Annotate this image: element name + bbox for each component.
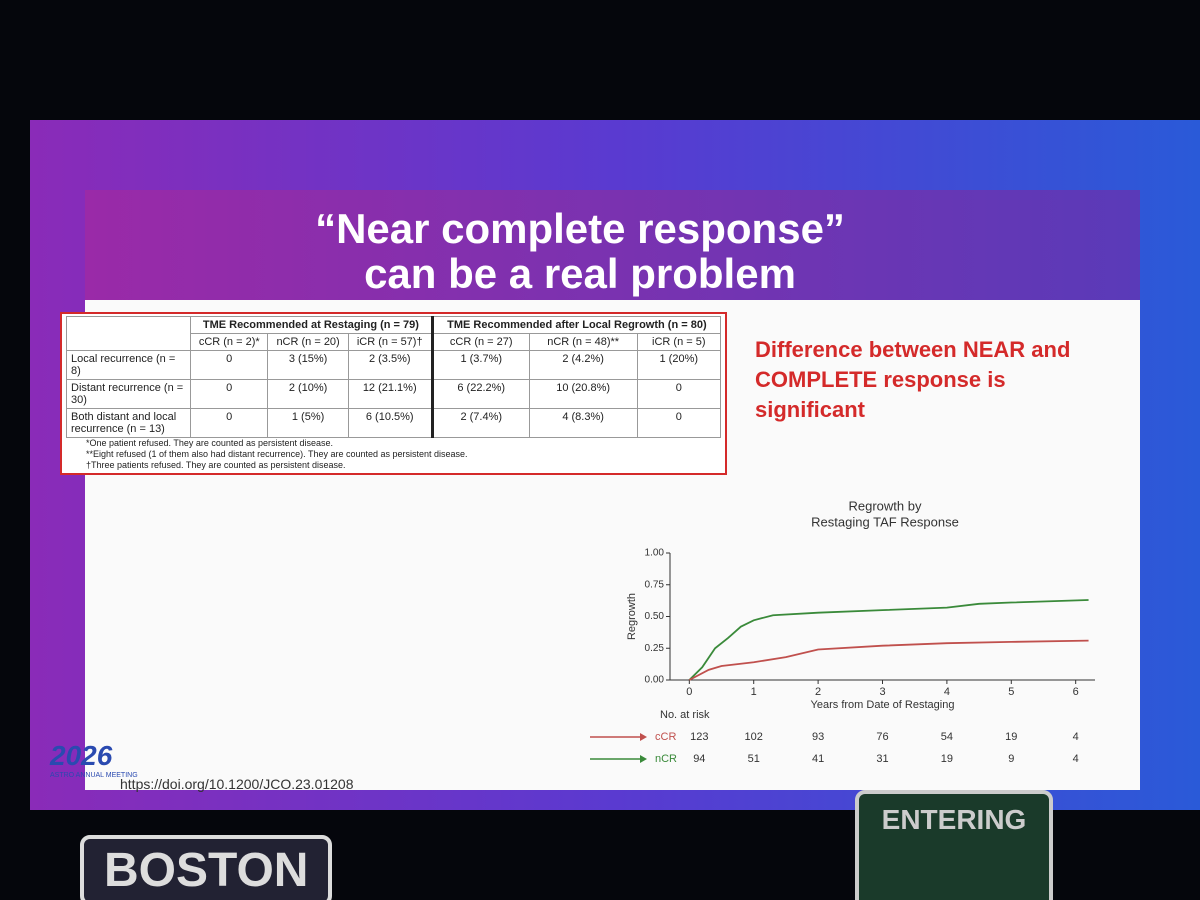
logo: 2026 — [50, 740, 113, 771]
row-label: Local recurrence (n = 8) — [66, 350, 191, 380]
table-cell: 0 — [636, 408, 722, 438]
table-cell: 0 — [189, 408, 269, 438]
risk-count: 31 — [876, 753, 888, 765]
table-row: Local recurrence (n = 8) 0 3 (15%) 2 (3.5%)… — [66, 350, 722, 380]
x-tick-label: 3 — [879, 686, 885, 698]
column-row: cCR (n = 2)* nCR (n = 20) iCR (n = 57)† cCR… — [67, 333, 722, 351]
callout: Difference between NEAR and COMPLETE res… — [755, 337, 1071, 422]
risk-count: 19 — [941, 753, 953, 765]
risk-count: 41 — [812, 753, 824, 765]
risk-row-label: nCR — [655, 753, 677, 765]
results-table: TME Recommended at Restaging (n = 79) TME… — [66, 316, 722, 438]
y-tick-label: 0.25 — [645, 643, 665, 654]
table-cell: 10 (20.8%) — [528, 379, 638, 409]
group-header: TME Recommended at Restaging (n = 79) — [190, 316, 433, 334]
x-tick-label: 1 — [751, 686, 757, 698]
y-axis-label: Regrowth — [626, 593, 638, 640]
logo-caption: ASTRO ANNUAL MEETING — [50, 772, 138, 779]
table-cell: 0 — [189, 379, 269, 409]
y-tick-label: 0.75 — [645, 579, 665, 590]
table-cell: 6 (22.2%) — [430, 379, 530, 409]
x-tick-label: 5 — [1008, 686, 1014, 698]
table-cell: 1 (3.7%) — [430, 350, 530, 380]
column-header: iCR (n = 5) — [636, 333, 722, 351]
footnote: **Eight refused (1 of them also had dist… — [86, 449, 468, 459]
table-cell: 3 (15%) — [267, 350, 349, 380]
risk-count: 123 — [690, 731, 708, 743]
risk-arrowhead — [640, 755, 647, 763]
footnote: †Three patients refused. They are counte… — [86, 460, 346, 470]
chart-title: Restaging TAF Response — [811, 514, 959, 529]
table-cell: 4 (8.3%) — [528, 408, 638, 438]
x-axis-label: Years from Date of Restaging — [811, 699, 955, 711]
risk-count: 4 — [1073, 731, 1079, 743]
title-banner — [85, 190, 1140, 300]
table-cell: 0 — [636, 379, 722, 409]
risk-count: 19 — [1005, 731, 1017, 743]
y-tick-label: 0.50 — [645, 611, 665, 622]
table-cell: 2 (4.2%) — [528, 350, 638, 380]
risk-count: 9 — [1008, 753, 1014, 765]
column-header: nCR (n = 48)** — [528, 333, 638, 351]
street-sign: BOSTON — [80, 835, 333, 900]
doi-link: https://doi.org/10.1200/JCO.23.01208 — [120, 776, 354, 792]
column-header: nCR (n = 20) — [267, 333, 349, 351]
column-header: cCR (n = 27) — [430, 333, 530, 351]
risk-row-label: cCR — [655, 731, 676, 743]
slide-title: can be a real problem — [364, 250, 796, 297]
table-cell: 2 (7.4%) — [430, 408, 530, 438]
table-cell: 1 (20%) — [636, 350, 722, 380]
row-label: Distant recurrence (n = 30) — [66, 379, 191, 409]
x-tick-label: 0 — [686, 686, 692, 698]
x-tick-label: 2 — [815, 686, 821, 698]
risk-count: 94 — [693, 753, 705, 765]
x-tick-label: 6 — [1073, 686, 1079, 698]
table-row: Both distant and local recurrence (n = 1… — [66, 408, 722, 438]
column-header: cCR (n = 2)* — [189, 333, 269, 351]
y-tick-label: 0.00 — [645, 675, 665, 686]
x-tick-label: 4 — [944, 686, 950, 698]
risk-count: 93 — [812, 731, 824, 743]
table-row: Distant recurrence (n = 30) 0 2 (10%) 12 (2… — [66, 379, 722, 409]
footnotes: *One patient refused. They are counted a… — [66, 438, 721, 471]
table-cell: 1 (5%) — [267, 408, 349, 438]
km-curve — [688, 639, 1089, 681]
risk-count: 4 — [1073, 753, 1079, 765]
corner-cell — [66, 316, 191, 351]
slide-title: “Near complete response” — [315, 205, 845, 252]
row-label: Both distant and local recurrence (n = 1… — [66, 408, 191, 438]
risk-count: 102 — [745, 731, 763, 743]
risk-count: 54 — [941, 731, 953, 743]
footnote: *One patient refused. They are counted a… — [86, 438, 333, 448]
table-cell: 2 (10%) — [267, 379, 349, 409]
table-cell: 0 — [189, 350, 269, 380]
column-header: iCR (n = 57)† — [347, 333, 433, 351]
chart-title: Regrowth by — [849, 498, 922, 513]
town-sign: ENTERING — [855, 790, 1053, 900]
group-row: TME Recommended at Restaging (n = 79) TME… — [66, 316, 722, 351]
risk-title: No. at risk — [660, 709, 710, 721]
risk-arrowhead — [640, 733, 647, 741]
group-header: TME Recommended after Local Regrowth (n … — [430, 316, 722, 334]
risk-count: 51 — [748, 753, 760, 765]
y-tick-label: 1.00 — [645, 548, 665, 559]
table-cell: 12 (21.1%) — [347, 379, 433, 409]
table-cell: 6 (10.5%) — [347, 408, 433, 438]
risk-count: 76 — [876, 731, 888, 743]
km-curve — [688, 599, 1089, 681]
table-cell: 2 (3.5%) — [347, 350, 433, 380]
table-frame: TME Recommended at Restaging (n = 79) TME… — [60, 312, 727, 475]
